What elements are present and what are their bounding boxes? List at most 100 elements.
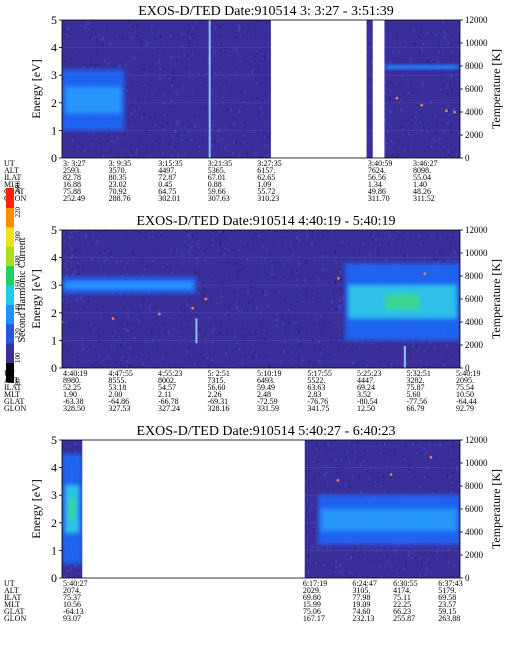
spectrogram-speck xyxy=(209,326,211,328)
spectrogram-speck xyxy=(371,548,374,550)
spectrogram-speck xyxy=(125,122,128,125)
spectrogram-speck xyxy=(260,106,262,108)
spectrogram-speck xyxy=(313,259,315,262)
orbit-value: 3:27:35 xyxy=(257,159,281,168)
colorbar-swatch xyxy=(6,226,14,247)
spectrogram-speck xyxy=(109,41,111,46)
spectrogram-speck xyxy=(142,255,144,257)
spectrogram-speck xyxy=(63,343,65,346)
spectrogram-speck xyxy=(291,362,293,365)
spectrogram-speck xyxy=(376,471,379,474)
spectrogram-speck xyxy=(202,252,204,255)
spectrogram-speck xyxy=(446,107,448,111)
spectrogram-speck xyxy=(443,566,446,568)
spectrogram-speck xyxy=(190,245,193,249)
spectrogram-speck xyxy=(316,318,318,322)
spectrogram-speck xyxy=(387,559,390,562)
spectrogram-speck xyxy=(128,346,131,350)
spectrogram-speck xyxy=(357,363,359,366)
orbit-value: 307.63 xyxy=(208,194,230,203)
spectrogram-speck xyxy=(370,78,373,80)
spectrogram-speck xyxy=(138,106,140,110)
spectrogram-speck xyxy=(86,65,89,68)
spectrogram-speck xyxy=(113,349,116,352)
spectrogram-speck xyxy=(135,30,137,33)
spectrogram-speck xyxy=(295,337,298,340)
spectrogram-speck xyxy=(233,46,235,51)
spectrogram-speck xyxy=(129,73,132,75)
spectrogram-speck xyxy=(109,135,112,137)
spectrogram-speck xyxy=(127,323,129,326)
spectrogram-speck xyxy=(109,315,111,318)
spectrogram-speck xyxy=(438,547,441,550)
spectrogram-speck xyxy=(126,359,129,364)
spectrogram-speck xyxy=(219,49,222,53)
colorbar-tick-label: 120 xyxy=(14,328,22,339)
orbit-value: 5:25:23 xyxy=(357,369,381,378)
spectrogram-speck xyxy=(318,277,320,281)
spectrogram-speck xyxy=(353,545,356,550)
spectrogram-speck xyxy=(219,234,221,237)
colorbar-tick-label: 160 xyxy=(14,279,22,290)
spectrogram-speck xyxy=(239,268,242,271)
spectrogram-speck xyxy=(388,341,391,344)
spectrogram-speck xyxy=(76,298,78,301)
spectrogram-speck xyxy=(85,233,87,238)
energy-tick-label: 4 xyxy=(51,461,57,475)
spectrogram-speck xyxy=(408,131,410,136)
spectrogram-speck xyxy=(131,36,133,40)
spectrogram-speck xyxy=(267,304,269,308)
spectrogram-speck xyxy=(419,38,422,41)
spectrogram-speck xyxy=(73,270,76,274)
spectrogram-speck xyxy=(404,240,406,243)
spectrogram-speck xyxy=(159,334,161,338)
spectrogram-speck xyxy=(197,242,199,247)
spectrogram-speck xyxy=(150,303,153,305)
spectrogram-speck xyxy=(247,101,250,103)
spectrogram-speck xyxy=(198,291,200,295)
spectrogram-speck xyxy=(400,125,402,129)
spectrogram-speck xyxy=(202,290,205,295)
orbit-value: 56.60 xyxy=(207,383,225,392)
spectrogram-speck xyxy=(407,146,409,150)
spectrogram-speck xyxy=(107,354,110,359)
orbit-value: 66.79 xyxy=(406,404,424,413)
spectrogram-speck xyxy=(205,361,207,363)
spectrogram-speck xyxy=(229,56,232,58)
spectrogram-speck xyxy=(162,124,164,129)
spectrogram-speck xyxy=(220,138,223,141)
spectrogram-speck xyxy=(255,71,257,74)
spectrogram-speck xyxy=(359,462,362,467)
spectrogram-speck xyxy=(243,120,245,124)
spectrogram-speck xyxy=(395,575,397,578)
orbit-value: 4174. xyxy=(393,586,411,595)
orbit-value: 82.78 xyxy=(63,173,81,182)
spectrogram-speck xyxy=(419,49,421,54)
spectrogram-speck xyxy=(149,71,151,73)
temperature-tick-label: 4000 xyxy=(465,317,484,327)
spectrogram-speck xyxy=(368,24,370,26)
spectrogram-speck xyxy=(140,68,142,72)
spectrogram-speck xyxy=(77,272,80,276)
spectrogram-speck xyxy=(338,567,340,570)
spectrogram-speck xyxy=(72,50,74,54)
spectrogram-speck xyxy=(284,240,287,242)
spectrogram-speck xyxy=(387,448,390,451)
spectrogram-speck xyxy=(151,23,153,28)
spectrogram-speck xyxy=(348,238,350,242)
orbit-value: 4:55:23 xyxy=(158,369,182,378)
spectrogram-speck xyxy=(450,491,453,496)
spectrogram-speck xyxy=(405,134,407,137)
spectrogram-speck xyxy=(319,347,322,352)
spectrogram-speck xyxy=(111,155,114,157)
spectrogram-speck xyxy=(266,25,269,27)
spectrogram-speck xyxy=(346,451,349,455)
spectrogram-speck xyxy=(388,455,390,458)
spectrogram-speck xyxy=(140,137,143,140)
spectrogram-speck xyxy=(85,20,87,23)
spectrogram-speck xyxy=(205,72,208,75)
spectrogram-speck xyxy=(149,85,151,89)
spectrogram-speck xyxy=(120,292,122,296)
spectral-band-core xyxy=(65,86,122,114)
spectrogram-speck xyxy=(164,322,166,325)
